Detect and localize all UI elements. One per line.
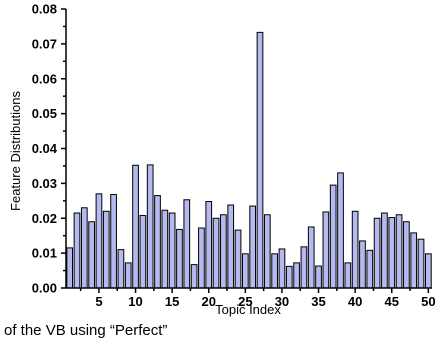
bar-topic-40 (351, 210, 359, 289)
y-tick-label: 0.03 (32, 176, 57, 191)
y-axis-title: Feature Distributions (8, 91, 23, 211)
x-tick-label: 30 (275, 294, 289, 309)
y-tick-label: 0.04 (32, 141, 58, 156)
x-tick-label: 25 (238, 294, 252, 309)
bar-topic-46 (395, 214, 403, 289)
bar-topic-48 (410, 232, 418, 289)
x-tick-label: 45 (385, 294, 399, 309)
bar-topic-15 (168, 212, 176, 289)
bar-topic-42 (366, 249, 374, 289)
bar-topic-18 (190, 264, 198, 289)
bar-topic-32 (293, 262, 300, 289)
bar-topic-25 (241, 253, 249, 289)
bar-chart: 0.00 0.01 0.02 0.03 0.04 0.05 0.06 0.07 0.08 5 10 1… (8, 2, 435, 318)
y-tick-label: 0.00 (32, 281, 57, 296)
bar-topic-50 (424, 253, 432, 289)
x-tick-label: 5 (95, 294, 102, 309)
bar-topic-21 (212, 217, 220, 289)
bar-topic-10 (132, 164, 139, 289)
x-axis-title: Topic Index (215, 302, 281, 317)
bar-topic-35 (315, 265, 322, 289)
bar-topic-31 (285, 265, 293, 289)
bar-topic-49 (417, 238, 425, 289)
bar-topic-8 (117, 249, 125, 289)
bar-topic-28 (263, 214, 271, 289)
bar-topic-29 (271, 253, 278, 289)
bar-topic-19 (198, 227, 205, 289)
bar-topic-45 (388, 217, 396, 289)
bar-topic-33 (300, 246, 308, 289)
bar-topic-1 (66, 247, 74, 289)
x-tick-label: 40 (348, 294, 362, 309)
bar-topic-34 (307, 226, 315, 289)
bar-topic-2 (73, 212, 81, 289)
y-tick-label: 0.01 (32, 246, 57, 261)
bar-topic-43 (373, 217, 381, 289)
y-tick-label: 0.06 (32, 71, 57, 86)
x-tick-label: 35 (311, 294, 325, 309)
bar-topic-3 (80, 207, 88, 289)
bar-topic-24 (234, 229, 242, 289)
x-tick-label: 50 (421, 294, 435, 309)
bar-topic-16 (176, 228, 183, 289)
bar-topic-36 (322, 211, 330, 289)
bar-topic-27 (256, 31, 264, 289)
bar-topic-14 (161, 209, 169, 289)
bar-topic-17 (183, 199, 191, 289)
bar-topic-4 (88, 221, 95, 289)
bar-topic-26 (249, 205, 257, 289)
x-tick-label: 20 (202, 294, 216, 309)
figure-caption: of the VB using “Perfect” (4, 322, 168, 339)
y-tick-label: 0.07 (32, 36, 57, 51)
y-tick-label: 0.02 (32, 211, 57, 226)
bar-topic-9 (124, 262, 132, 289)
bar-topic-6 (102, 210, 110, 289)
bar-topic-30 (278, 248, 286, 289)
bar-topic-39 (344, 262, 352, 289)
bar-topic-44 (381, 212, 388, 289)
bar-topic-22 (220, 214, 227, 289)
x-tick-label: 15 (165, 294, 179, 309)
y-tick-label: 0.05 (32, 106, 57, 121)
bar-topic-23 (227, 204, 235, 289)
bar-topic-7 (110, 194, 117, 289)
bar-topic-41 (359, 240, 366, 289)
bar-topic-11 (139, 214, 147, 289)
x-tick-label: 10 (128, 294, 142, 309)
bar-topic-20 (205, 201, 213, 289)
bar-topic-13 (154, 195, 161, 289)
axes: 0.00 0.01 0.02 0.03 0.04 0.05 0.06 0.07 0.08 5 10 1… (32, 2, 435, 310)
bar-topic-38 (337, 172, 344, 289)
bar-topic-12 (146, 164, 154, 289)
y-tick-label: 0.08 (32, 2, 57, 17)
bar-topic-37 (329, 184, 337, 289)
bar-topic-47 (403, 221, 410, 289)
bar-series (66, 31, 432, 289)
bar-topic-5 (95, 193, 103, 289)
